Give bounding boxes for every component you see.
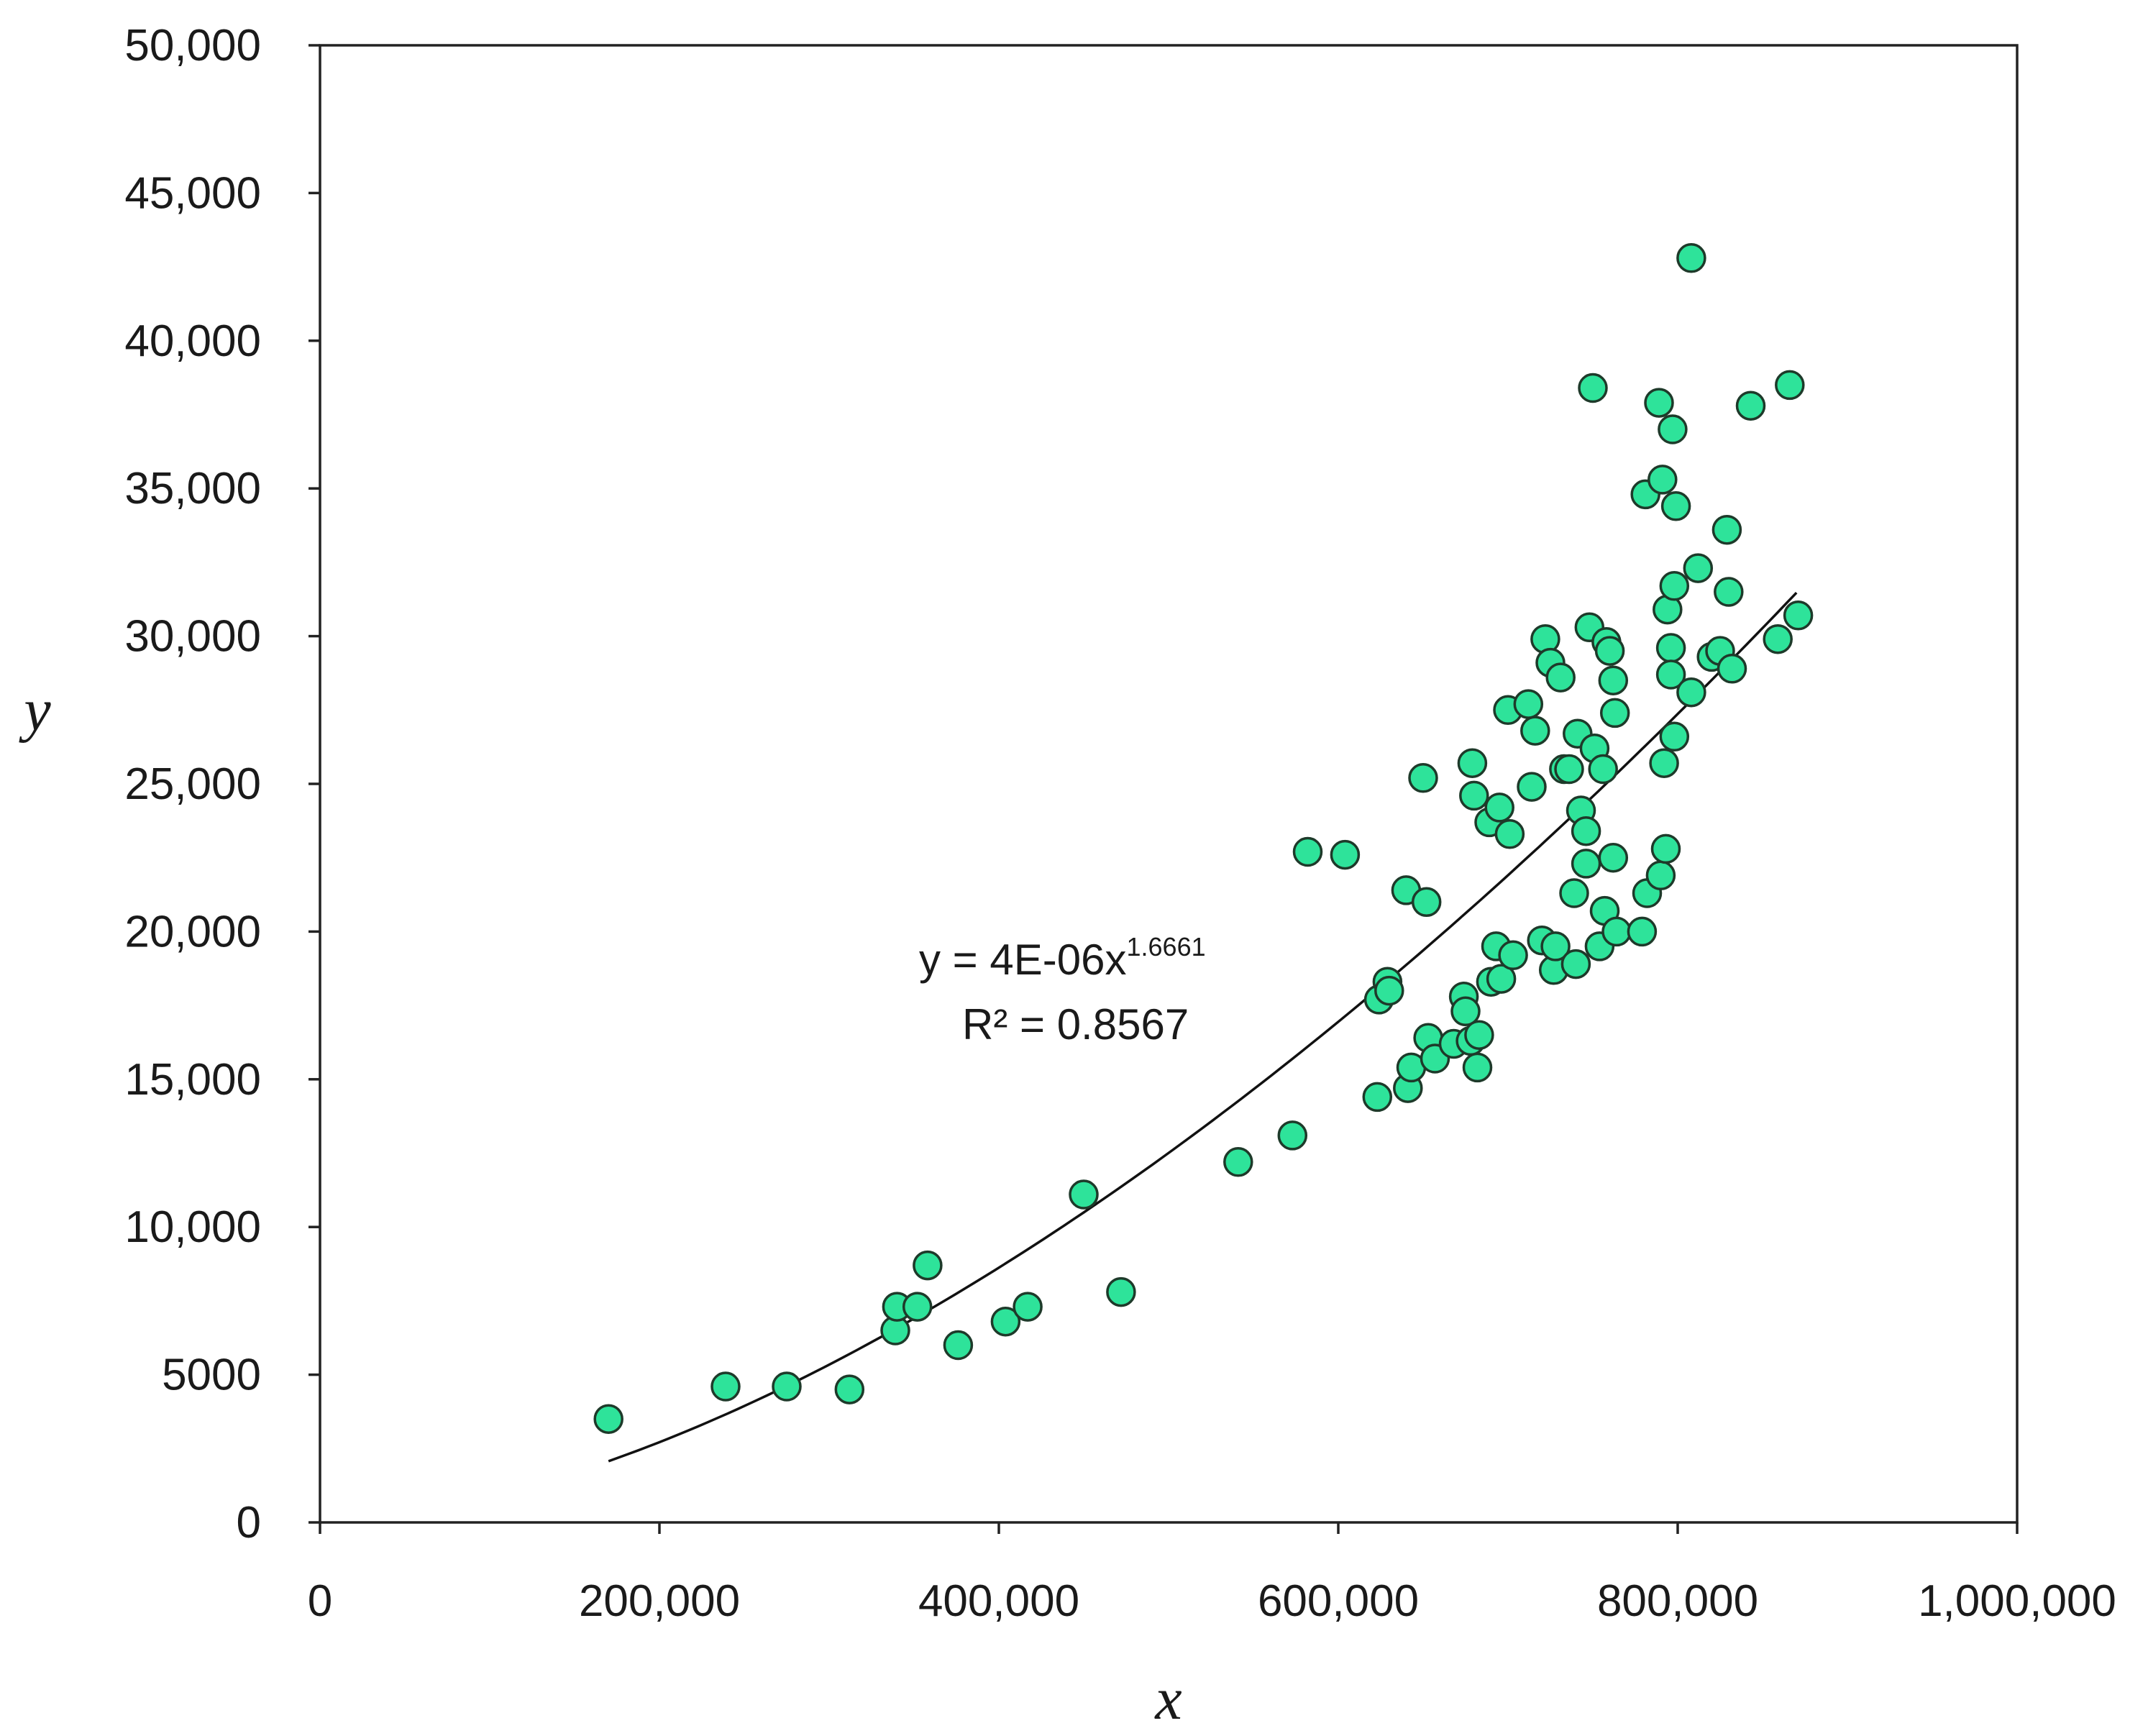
data-point: [1517, 772, 1547, 802]
data-point: [1644, 388, 1674, 418]
data-point: [1450, 996, 1481, 1027]
y-tick-label: 35,000: [124, 464, 261, 513]
data-point: [1598, 665, 1629, 695]
data-point: [1545, 662, 1576, 693]
y-axis: 0 5000 10,000 15,000 20,000 25,000 30,000 35,00…: [124, 21, 320, 1548]
data-point: [1658, 414, 1688, 444]
data-point: [1513, 689, 1544, 719]
y-tick-label: 15,000: [124, 1055, 261, 1105]
data-point: [1292, 836, 1323, 867]
y-tick-label: 40,000: [124, 316, 261, 366]
data-point: [1571, 849, 1601, 879]
data-point: [902, 1292, 933, 1322]
data-points: [593, 243, 1814, 1434]
data-point: [1676, 677, 1706, 708]
data-point: [1362, 1082, 1393, 1113]
data-point: [990, 1306, 1021, 1337]
data-point: [1554, 754, 1584, 785]
x-tick-label: 800,000: [1597, 1576, 1758, 1626]
data-point: [1540, 931, 1571, 961]
data-point: [1645, 860, 1676, 891]
data-point: [1763, 623, 1793, 654]
data-point: [1571, 816, 1601, 846]
data-point: [1717, 654, 1747, 684]
data-point: [1498, 940, 1528, 971]
data-point: [943, 1330, 974, 1361]
y-tick-label: 50,000: [124, 21, 261, 70]
y-axis-title: y: [18, 677, 51, 744]
trendline-equation-exponent: 1.6661: [1127, 932, 1206, 961]
data-point: [1486, 964, 1517, 994]
data-point: [1374, 975, 1404, 1006]
data-point: [710, 1371, 741, 1402]
trendline-equation: y = 4E-06x1.6661: [919, 932, 1206, 984]
data-point: [1484, 792, 1514, 823]
trendline-equation-base: y = 4E-06x: [919, 936, 1127, 984]
data-point: [1494, 819, 1525, 849]
plot-area: [319, 44, 2019, 1524]
data-point: [1659, 571, 1690, 601]
data-point: [1013, 1292, 1043, 1322]
data-point: [1601, 916, 1632, 947]
data-point: [1714, 577, 1744, 607]
data-point: [834, 1374, 865, 1404]
data-point: [913, 1250, 943, 1281]
data-point: [1735, 390, 1766, 421]
x-tick-label: 400,000: [918, 1576, 1079, 1626]
data-point: [1711, 514, 1742, 545]
data-point: [1775, 370, 1805, 401]
data-point: [1659, 721, 1690, 752]
data-point: [1650, 833, 1681, 864]
data-point: [1560, 949, 1591, 979]
y-tick-label: 25,000: [124, 759, 261, 809]
trendline-r-squared: R² = 0.8567: [962, 1000, 1189, 1049]
y-tick-label: 5000: [162, 1351, 261, 1400]
data-point: [1649, 748, 1679, 778]
data-point: [1578, 373, 1608, 403]
plot-frame: [319, 44, 2019, 1524]
data-point: [1462, 1052, 1493, 1083]
x-tick-label: 200,000: [579, 1576, 740, 1626]
x-tick-label: 600,000: [1258, 1576, 1419, 1626]
y-tick-label: 0: [237, 1498, 261, 1548]
data-point: [593, 1404, 623, 1434]
x-axis-title: x: [1153, 1666, 1182, 1732]
data-point: [1627, 916, 1658, 947]
data-point: [1459, 780, 1489, 811]
data-point: [1655, 633, 1686, 663]
data-point: [1683, 553, 1714, 583]
data-point: [1069, 1179, 1099, 1210]
y-tick-label: 20,000: [124, 907, 261, 956]
y-tick-label: 45,000: [124, 168, 261, 218]
data-point: [1457, 748, 1488, 778]
data-point: [1676, 243, 1706, 273]
data-point: [1223, 1147, 1253, 1177]
data-point: [1277, 1120, 1308, 1151]
data-point: [1411, 887, 1442, 918]
y-tick-label: 10,000: [124, 1202, 261, 1252]
data-point: [1330, 839, 1361, 870]
data-point: [1655, 659, 1686, 690]
data-point: [1588, 754, 1618, 785]
y-tick-label: 30,000: [124, 612, 261, 662]
data-point: [1647, 465, 1678, 495]
data-point: [772, 1371, 802, 1402]
data-point: [1520, 716, 1550, 746]
x-axis: 0 200,000 400,000 600,000 800,000 1,000,000: [308, 1522, 2116, 1626]
data-point: [1660, 491, 1691, 521]
data-point: [1559, 878, 1589, 908]
data-point: [1408, 763, 1438, 793]
trendline: [608, 591, 1798, 1463]
data-point: [1106, 1276, 1136, 1307]
data-point: [1598, 842, 1629, 873]
data-point: [1599, 698, 1630, 728]
data-point: [1783, 600, 1814, 631]
x-tick-label: 0: [308, 1576, 332, 1626]
data-point: [1464, 1020, 1494, 1050]
x-tick-label: 1,000,000: [1918, 1576, 2116, 1626]
data-point: [1594, 636, 1625, 666]
